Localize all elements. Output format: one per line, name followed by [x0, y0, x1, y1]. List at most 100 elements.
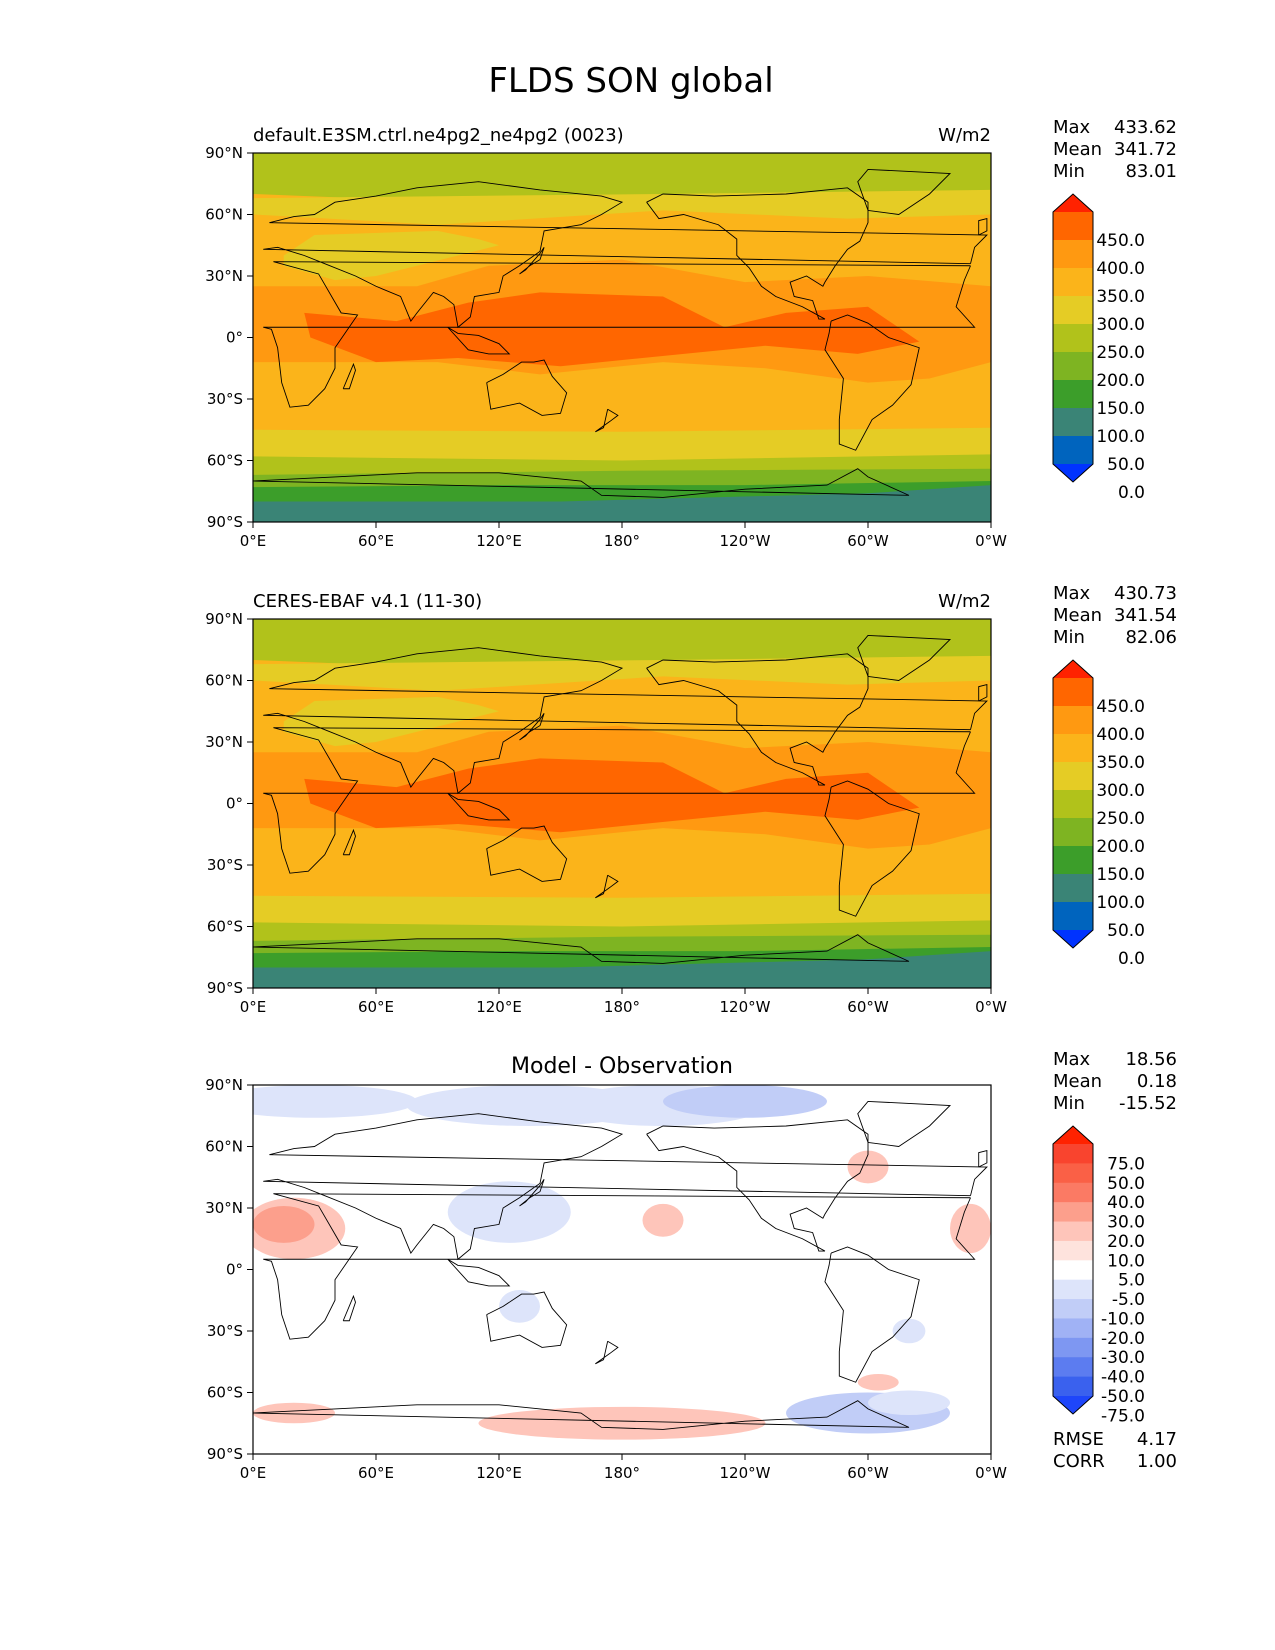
metric-value: 4.17 [1137, 1429, 1177, 1450]
colorbar-label: 50.0 [1107, 455, 1145, 475]
anomaly-patch [253, 1085, 417, 1118]
contour-band [253, 619, 991, 669]
coastline [263, 261, 976, 408]
y-tick-label: 60°S [207, 452, 243, 470]
colorbar-swatch [1053, 1144, 1093, 1164]
coastlines [253, 168, 988, 498]
map-field [253, 1085, 991, 1454]
x-tick-label: 60°W [847, 998, 889, 1016]
coastlines [253, 1100, 988, 1430]
contour-band [304, 292, 920, 367]
coastline [447, 792, 511, 821]
colorbar-swatch [1053, 818, 1093, 847]
stat-label: Min [1053, 627, 1085, 648]
colorbar-label: -30.0 [1101, 1348, 1145, 1368]
x-tick-label: 120°E [476, 1464, 522, 1482]
coastline [857, 1100, 952, 1147]
colorbar-max-extend [1053, 660, 1093, 678]
coastline [595, 408, 619, 433]
x-tick-label: 180° [604, 1464, 640, 1482]
colorbar-swatch [1053, 408, 1093, 437]
y-tick-label: 30°N [205, 1199, 243, 1217]
y-tick-label: 60°S [207, 918, 243, 936]
stat-value: 82.06 [1125, 627, 1177, 648]
colorbar-label: -20.0 [1101, 1329, 1145, 1349]
colorbar-swatch [1053, 240, 1093, 269]
map-field [253, 153, 991, 522]
anomaly-patch [892, 1318, 926, 1344]
stat-value: 430.73 [1114, 583, 1177, 604]
colorbar-swatch [1053, 734, 1093, 763]
colorbar-swatch [1053, 1376, 1093, 1397]
colorbar-label: 400.0 [1096, 259, 1145, 279]
contour-band [253, 189, 991, 225]
coastline [595, 874, 619, 899]
colorbar-label: 75.0 [1107, 1154, 1145, 1174]
anomaly-patch [499, 1290, 540, 1323]
x-tick-label: 120°W [720, 1464, 771, 1482]
map-panel-1: default.E3SM.ctrl.ne4pg2_ne4pg2 (0023) W/… [205, 117, 1177, 550]
colorbar-label: 50.0 [1107, 921, 1145, 941]
metric-value: 1.00 [1137, 1451, 1177, 1472]
colorbar-label: 150.0 [1096, 865, 1145, 885]
colorbar-swatch [1053, 352, 1093, 381]
panel-units: W/m2 [938, 125, 991, 146]
colorbar: 75.050.040.030.020.010.05.0-5.0-10.0-20.… [1052, 1125, 1145, 1426]
colorbar: 450.0 400.0 350.0 300.0 250.0 200.0 150.0 100.0… [1052, 193, 1145, 503]
colorbar-label: 40.0 [1107, 1193, 1145, 1213]
coastline [978, 218, 988, 236]
colorbar-min-extend [1053, 464, 1093, 482]
colorbar-label: 350.0 [1096, 753, 1145, 773]
colorbar-swatch [1053, 1279, 1093, 1300]
coastline [857, 168, 952, 215]
coastline [253, 934, 910, 964]
coastline [342, 828, 356, 856]
coastline [824, 780, 920, 917]
stat-label: Max [1053, 117, 1091, 138]
colorbar-min-extend [1053, 930, 1093, 948]
colorbar-swatch [1053, 268, 1093, 297]
coastline [519, 247, 545, 275]
colorbar-label: -5.0 [1112, 1290, 1145, 1310]
coastline [646, 653, 869, 786]
colorbar-swatch [1053, 324, 1093, 353]
y-tick-label: 60°S [207, 1384, 243, 1402]
colorbar-label: 200.0 [1096, 371, 1145, 391]
colorbar-label: -50.0 [1101, 1387, 1145, 1407]
coastline [519, 713, 545, 741]
colorbar-swatch [1053, 846, 1093, 875]
colorbar-label: 0.0 [1118, 483, 1145, 503]
y-tick-label: 90°N [205, 610, 243, 628]
colorbar-label: 150.0 [1096, 399, 1145, 419]
y-tick-label: 90°N [205, 1076, 243, 1094]
x-tick-label: 180° [604, 998, 640, 1016]
y-tick-label: 30°N [205, 267, 243, 285]
colorbar-label: 100.0 [1096, 893, 1145, 913]
coastline [486, 359, 568, 416]
y-tick-label: 90°S [207, 513, 243, 531]
y-tick-label: 60°N [205, 1138, 243, 1156]
colorbar-swatch [1053, 1260, 1093, 1281]
map-field [253, 619, 991, 988]
x-tick-label: 0°W [975, 998, 1007, 1016]
colorbar-swatch [1053, 212, 1093, 241]
map-panel-2: CERES-EBAF v4.1 (11-30) W/m2 0°E 60°E 120°E 1… [205, 583, 1177, 1016]
coastline [595, 1340, 619, 1365]
coastline [253, 1400, 910, 1430]
coastline [857, 634, 952, 681]
y-tick-label: 90°S [207, 1445, 243, 1463]
y-tick-label: 30°S [207, 390, 243, 408]
coastline [646, 1119, 869, 1252]
colorbar-swatch [1053, 1221, 1093, 1242]
colorbar-swatch [1053, 1202, 1093, 1223]
coastline [342, 1294, 356, 1322]
contour-band [283, 696, 499, 747]
colorbar-swatch [1053, 902, 1093, 931]
x-tick-label: 0°E [240, 532, 267, 550]
anomaly-patch [447, 1181, 571, 1243]
colorbar-max-extend [1053, 194, 1093, 212]
x-tick-label: 120°W [720, 998, 771, 1016]
figure-title: FLDS SON global [488, 61, 773, 101]
stat-label: Min [1053, 1093, 1085, 1114]
